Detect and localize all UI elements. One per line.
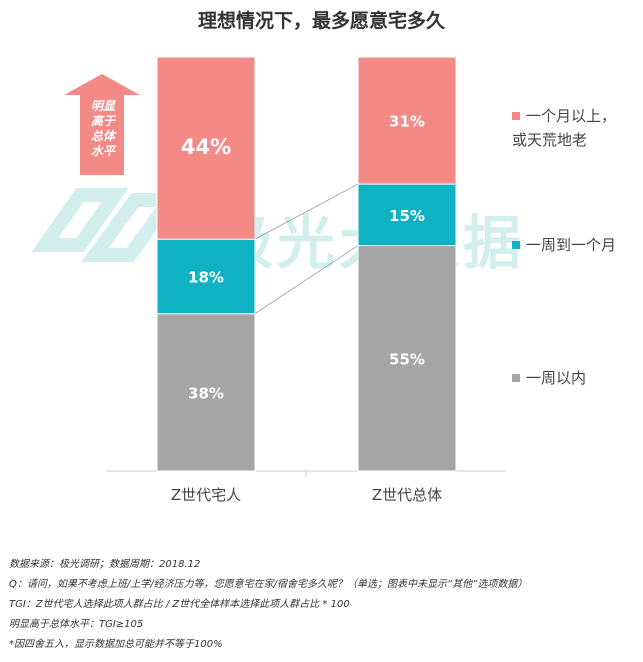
segment-week-to-month-bar: [357, 183, 457, 247]
footnote-question: Q：请问，如果不考虑上班/上学/经济压力等，您愿意宅在家/宿舍宅多久呢？（单选；…: [9, 579, 528, 590]
segment-within-week-bar: [357, 245, 457, 472]
bars-group: [156, 56, 457, 472]
legend-swatch: [512, 111, 520, 120]
footnote-source: 数据来源：极光调研；数据周期：2018.12: [9, 559, 201, 570]
segment-within-week-bar: [156, 313, 256, 472]
legend-swatch: [512, 240, 520, 249]
segment-week-to-month-label: 15%: [389, 207, 425, 225]
segment-over-month-label: 31%: [389, 113, 425, 131]
connector-line: [254, 183, 359, 240]
segment-over-month-bar: [357, 56, 457, 185]
chart-title: 理想情况下，最多愿意宅多久: [197, 10, 445, 32]
highlight-line: 总体: [90, 129, 115, 143]
segment-over-month-bar: [156, 56, 256, 240]
legend-label: 一个月以上， 或天荒地老: [512, 107, 617, 149]
footnote-rounding: *因四舍五入，显示数据加总可能并不等于100%: [9, 639, 223, 650]
highlight-line: 水平: [90, 144, 115, 158]
legend-label: 一周以内: [526, 369, 587, 387]
category-labels: Z世代宅人 Z世代总体: [171, 486, 442, 504]
highlight-note: 明显 高于 总体 水平: [83, 99, 123, 159]
segment-week-to-month-bar: [156, 238, 256, 315]
legend-item-within-week: 一周以内: [512, 366, 586, 390]
segment-labels: 38% 18% 44% 55% 15% 31%: [181, 113, 425, 403]
highlight-line: 高于: [90, 114, 115, 128]
legend-label: 一周到一个月: [526, 236, 617, 254]
legend-item-week-to-month: 一周到一个月: [512, 233, 616, 257]
connector-line: [254, 245, 359, 315]
segment-within-week-label: 55%: [389, 350, 425, 368]
legend-item-over-month: 一个月以上， 或天荒地老: [512, 104, 616, 152]
footnotes: 数据来源：极光调研；数据周期：2018.12 Q：请问，如果不考虑上班/上学/经…: [9, 555, 639, 655]
watermark-logo: [31, 188, 184, 262]
legend-swatch: [512, 373, 520, 382]
highlight-line: 明显: [90, 99, 115, 113]
segment-over-month-label: 44%: [181, 135, 231, 159]
footnote-tgi: TGI：Z世代宅人选择此项人群占比 / Z世代全体样本选择此项人群占比 * 10…: [9, 599, 350, 610]
category-label: Z世代宅人: [171, 486, 241, 504]
segment-week-to-month-label: 18%: [188, 268, 224, 286]
footnote-threshold: 明显高于总体水平：TGI≥105: [9, 619, 144, 630]
category-label: Z世代总体: [372, 486, 442, 504]
highlight-arrow: [64, 74, 140, 175]
segment-within-week-label: 38%: [188, 384, 224, 402]
connector-lines: [254, 183, 359, 315]
